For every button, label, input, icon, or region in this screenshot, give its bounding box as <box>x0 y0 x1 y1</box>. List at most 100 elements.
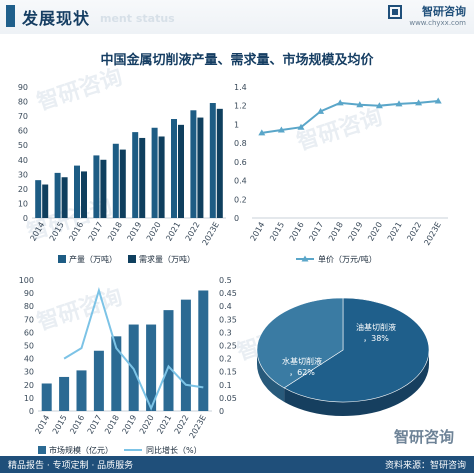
footer-bar: 精品报告 · 专项定制 · 品质服务 资料来源：智研咨询 <box>0 456 474 473</box>
c1-y2tick-2: 0.4 <box>234 177 247 186</box>
brand-name: 智研咨询 <box>422 5 466 18</box>
c3-ytick-6: 60 <box>24 328 34 337</box>
header-accent-bar <box>6 5 15 27</box>
watermark-text-2: 智研咨询 <box>34 284 126 336</box>
c2-xtick-2018: 2018 <box>327 221 345 243</box>
c3-bar-market-2014 <box>41 383 52 411</box>
c1-y2tick-3: 0.6 <box>234 158 247 167</box>
c1-bar-demand-2020 <box>158 136 165 218</box>
brand-logo-icon <box>388 5 402 19</box>
c1-ytick-0: 0 <box>23 214 28 223</box>
c1-bar-production-2017 <box>93 155 100 218</box>
c3-xtick-2019: 2019 <box>120 414 138 436</box>
c3-y2tick-3: 0.15 <box>219 368 237 377</box>
c2-xtick-2023E: 2023E <box>422 221 443 248</box>
c3-ytick-0: 0 <box>29 407 34 416</box>
c1-xtick-2020: 2020 <box>145 221 163 243</box>
footer-brand-watermark: 智研咨询 <box>393 428 454 446</box>
c2-xtick-2019: 2019 <box>347 221 365 243</box>
c3-bar-market-2018 <box>111 336 122 411</box>
c3-xtick-2018: 2018 <box>103 414 121 436</box>
c2-point-2018 <box>336 99 344 106</box>
c3-bar-market-2017 <box>93 350 104 411</box>
c3-xtick-2023E: 2023E <box>188 414 209 441</box>
c1-legend-production: 产量（万吨） <box>69 254 117 264</box>
c1-xtick-2018: 2018 <box>106 221 124 243</box>
c1-bar-demand-2014 <box>42 184 49 218</box>
c2-point-2015 <box>277 126 285 133</box>
c3-bar-market-2021 <box>163 310 174 411</box>
c3-bar-market-2022 <box>180 299 191 411</box>
c1-legend-swatch-production <box>58 255 66 263</box>
c2-legend-marker <box>301 255 309 262</box>
c3-legend-market: 市场规模（亿元） <box>49 445 113 455</box>
c1-ytick-1: 10 <box>18 199 28 208</box>
c3-y2tick-9: 0.45 <box>219 289 237 298</box>
c3-y2tick-7: 0.35 <box>219 315 237 324</box>
c2-legend-price: 单价（万元/吨） <box>318 254 377 264</box>
c2-point-2022 <box>415 99 423 106</box>
c1-bar-demand-2017 <box>100 159 107 218</box>
c3-ytick-9: 90 <box>24 289 34 298</box>
footer-source: 资料来源：智研咨询 <box>384 461 466 471</box>
c2-xtick-2015: 2015 <box>268 221 286 243</box>
c2-point-2020 <box>375 102 383 109</box>
c3-xtick-2022: 2022 <box>173 414 191 436</box>
header-banner: 发展现状 ment status 智研咨询 www.chyxx.com <box>0 0 474 34</box>
c1-bar-production-2019 <box>132 132 139 218</box>
c1-y2tick-5: 1 <box>234 120 239 129</box>
c3-y2tick-8: 0.4 <box>219 302 232 311</box>
c3-xtick-2017: 2017 <box>86 414 104 436</box>
header-watermark-text: ment status <box>100 12 175 25</box>
c4-pie-label-0-line1: 水基切削液 <box>282 356 322 366</box>
c1-xtick-2023E: 2023E <box>201 221 222 248</box>
c3-legend-swatch-market <box>38 446 46 454</box>
c3-bar-market-2015 <box>59 376 70 411</box>
c1-legend-demand: 需求量（万吨） <box>139 254 195 264</box>
c3-ytick-1: 10 <box>24 394 34 403</box>
watermark-text-0: 智研咨询 <box>34 64 126 116</box>
c3-y2tick-1: 0.05 <box>219 394 237 403</box>
brand-block: 智研咨询 www.chyxx.com <box>409 3 466 27</box>
c1-y2tick-4: 0.8 <box>234 139 247 148</box>
c3-ytick-3: 30 <box>24 368 34 377</box>
c1-y2tick-1: 0.2 <box>234 195 247 204</box>
c2-point-2016 <box>297 123 305 130</box>
c2-xtick-2014: 2014 <box>249 221 267 243</box>
c3-xtick-2021: 2021 <box>155 414 173 436</box>
c4-pie-side-0-0 <box>284 350 429 417</box>
c1-bar-production-2022 <box>190 110 197 218</box>
c1-ytick-9: 90 <box>18 83 28 92</box>
c1-ytick-2: 20 <box>18 185 28 194</box>
c1-xtick-2019: 2019 <box>125 221 143 243</box>
c1-bar-demand-2018 <box>119 149 126 218</box>
c1-bar-production-2018 <box>112 143 119 218</box>
c3-ytick-5: 50 <box>24 342 34 351</box>
c2-point-2019 <box>356 101 364 108</box>
c3-line-growth <box>63 287 204 411</box>
c3-xtick-2016: 2016 <box>68 414 86 436</box>
c3-xtick-2015: 2015 <box>51 414 69 436</box>
c3-bar-market-2020 <box>146 324 157 411</box>
c1-bar-production-2021 <box>171 119 177 218</box>
c1-xtick-2021: 2021 <box>164 221 182 243</box>
c3-xtick-2020: 2020 <box>138 414 156 436</box>
c1-ytick-5: 50 <box>18 141 28 150</box>
c3-bar-market-2023E <box>198 290 209 411</box>
c1-y2tick-6: 1.2 <box>234 102 247 111</box>
c3-ytick-10: 100 <box>19 276 34 285</box>
page-title: 发展现状 <box>22 9 91 28</box>
c2-xtick-2022: 2022 <box>405 221 423 243</box>
c1-bar-demand-2016 <box>81 171 87 218</box>
c4-pie-slice-1 <box>256 297 344 389</box>
c3-ytick-4: 40 <box>24 355 34 364</box>
c2-line-price <box>261 100 439 134</box>
c1-bar-demand-2023E <box>216 108 223 218</box>
c2-point-2017 <box>317 107 325 114</box>
c4-pie-side-1-0 <box>257 350 285 402</box>
c1-legend-swatch-demand <box>128 255 136 263</box>
c2-point-2014 <box>258 129 266 136</box>
c1-ytick-6: 60 <box>18 127 28 136</box>
c4-pie-slice-0 <box>283 297 430 403</box>
